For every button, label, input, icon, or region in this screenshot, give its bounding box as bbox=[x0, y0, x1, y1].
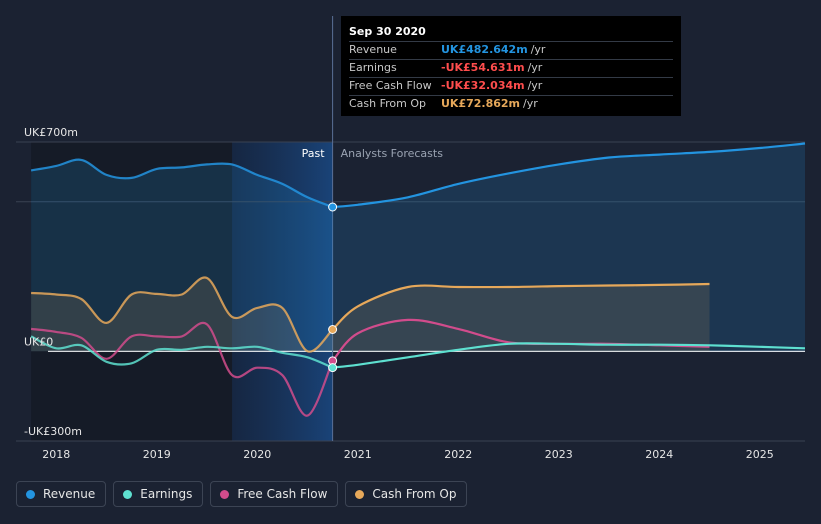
tooltip-unit: /yr bbox=[527, 61, 543, 74]
tooltip-label: Earnings bbox=[349, 61, 397, 74]
y-axis-label: -UK£300m bbox=[24, 425, 82, 438]
legend-dot-icon bbox=[220, 489, 230, 499]
x-tick-label: 2019 bbox=[143, 448, 171, 461]
tooltip: Sep 30 2020 Revenue UK£482.642m /yr Earn… bbox=[341, 16, 681, 116]
x-tick-label: 2020 bbox=[243, 448, 271, 461]
line-past-cash-from-op bbox=[31, 276, 334, 353]
x-tick-label: 2024 bbox=[645, 448, 673, 461]
axes: UK£700m UK£0 -UK£300m 2018 2019 2020 2021 2022 2… bbox=[24, 126, 774, 461]
marker-cash-from-op bbox=[328, 325, 338, 335]
series-lines bbox=[30, 142, 806, 417]
legend-item-revenue[interactable]: Revenue bbox=[16, 481, 107, 507]
tooltip-unit: /yr bbox=[527, 79, 543, 92]
line-forecast-cash-from-op bbox=[331, 282, 710, 331]
marker-revenue bbox=[328, 202, 338, 212]
tooltip-label: Cash From Op bbox=[349, 97, 427, 110]
marker-earnings bbox=[328, 363, 338, 373]
tooltip-row-revenue: Revenue UK£482.642m /yr bbox=[349, 41, 673, 59]
legend-item-cash-from-op[interactable]: Cash From Op bbox=[345, 481, 468, 507]
x-tick-label: 2023 bbox=[545, 448, 573, 461]
tooltip-unit: /yr bbox=[523, 97, 538, 110]
tooltip-row-earnings: Earnings -UK£54.631m /yr bbox=[349, 59, 673, 77]
tooltip-value: -UK£54.631m bbox=[441, 61, 525, 74]
legend-dot-icon bbox=[355, 489, 365, 499]
legend-item-earnings[interactable]: Earnings bbox=[113, 481, 204, 507]
tooltip-value: UK£72.862m bbox=[441, 97, 521, 110]
x-tick-label: 2021 bbox=[344, 448, 372, 461]
y-axis-label: UK£0 bbox=[24, 335, 53, 348]
line-past-earnings bbox=[30, 335, 334, 369]
area-revenue bbox=[31, 143, 806, 352]
tooltip-unit: /yr bbox=[530, 43, 546, 56]
forecast-label: Analysts Forecasts bbox=[341, 147, 444, 160]
legend-label: Earnings bbox=[140, 487, 193, 501]
tooltip-value: UK£482.642m bbox=[441, 43, 528, 56]
tooltip-label: Free Cash Flow bbox=[349, 79, 432, 92]
x-tick-label: 2025 bbox=[746, 448, 774, 461]
line-past-revenue bbox=[30, 158, 333, 209]
line-past-free-cash-flow bbox=[30, 321, 334, 417]
legend-item-free-cash-flow[interactable]: Free Cash Flow bbox=[210, 481, 339, 507]
series-markers bbox=[328, 202, 338, 373]
y-axis-label: UK£700m bbox=[24, 126, 78, 139]
tooltip-row-free-cash-flow: Free Cash Flow -UK£32.034m /yr bbox=[349, 77, 673, 95]
legend-label: Revenue bbox=[43, 487, 96, 501]
x-tick-label: 2018 bbox=[42, 448, 70, 461]
tooltip-date: Sep 30 2020 bbox=[349, 25, 426, 38]
highlight-region bbox=[232, 142, 333, 441]
chart-background bbox=[31, 142, 333, 441]
line-forecast-revenue bbox=[332, 142, 806, 209]
legend-label: Cash From Op bbox=[372, 487, 457, 501]
grid-lines bbox=[16, 16, 805, 442]
legend-dot-icon bbox=[123, 489, 133, 499]
line-forecast-earnings bbox=[332, 342, 806, 369]
series-areas bbox=[31, 143, 806, 352]
past-label: Past bbox=[302, 147, 326, 160]
tooltip-value: -UK£32.034m bbox=[441, 79, 525, 92]
legend-label: Free Cash Flow bbox=[237, 487, 328, 501]
tooltip-row-cash-from-op: Cash From Op UK£72.862m /yr bbox=[349, 95, 673, 113]
legend: Revenue Earnings Free Cash Flow Cash Fro… bbox=[16, 481, 468, 507]
area-cash-from-op bbox=[31, 277, 710, 352]
legend-dot-icon bbox=[26, 489, 35, 499]
tooltip-label: Revenue bbox=[349, 43, 397, 56]
x-tick-label: 2022 bbox=[444, 448, 472, 461]
